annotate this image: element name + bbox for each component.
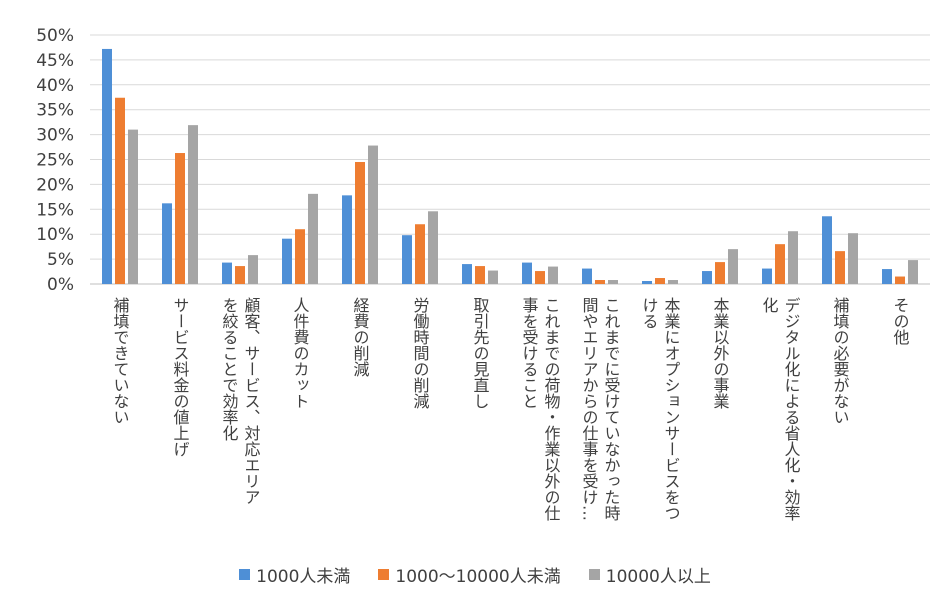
x-category-label: 本業以外の事業: [711, 297, 730, 409]
bar: [882, 269, 892, 284]
x-category-label: 補填できていない: [111, 297, 130, 425]
bar: [835, 251, 845, 284]
legend: 1000人未満 1000～10000人未満 10000人以上: [0, 562, 950, 587]
bar: [522, 262, 532, 284]
x-category-label: 人件費のカット: [291, 297, 310, 409]
y-tick-label: 15%: [36, 200, 74, 220]
x-category-label: ける: [640, 297, 659, 329]
bar: [728, 249, 738, 284]
bar: [548, 266, 558, 284]
bar: [115, 97, 125, 284]
bar: [162, 203, 172, 284]
bar: [582, 268, 592, 284]
bar: [415, 224, 425, 284]
legend-item-series-2: 1000～10000人未満: [378, 562, 561, 587]
legend-label-series-3: 10000人以上: [605, 567, 711, 587]
x-category-label: 事を受けること: [520, 297, 539, 409]
bar: [475, 266, 485, 284]
bar: [595, 280, 605, 284]
y-tick-label: 10%: [36, 225, 74, 245]
bar: [788, 231, 798, 284]
bar: [608, 280, 618, 284]
x-category-label: 補填の必要がない: [831, 297, 850, 425]
bar: [248, 255, 258, 284]
bar: [775, 244, 785, 284]
y-tick-label: 30%: [36, 126, 74, 146]
x-category-label: サービス料金の値上げ: [171, 297, 190, 457]
legend-item-series-3: 10000人以上: [588, 562, 711, 587]
bar: [368, 145, 378, 284]
bar: [668, 280, 678, 284]
bar: [848, 233, 858, 284]
y-tick-label: 45%: [36, 51, 74, 71]
y-tick-label: 20%: [36, 175, 74, 195]
legend-swatch-series-2: [378, 569, 390, 580]
bar: [908, 260, 918, 284]
y-tick-label: 50%: [36, 26, 74, 46]
legend-swatch-series-1: [239, 569, 251, 580]
bar: [535, 271, 545, 284]
bar: [308, 193, 318, 284]
bar-chart: 0% 5% 10% 15% 20% 25% 30% 35% 40% 45% 50% 補填できていない サ…: [36, 26, 930, 521]
bar: [822, 216, 832, 284]
legend-item-series-1: 1000人未満: [239, 562, 350, 587]
bar: [355, 161, 365, 284]
bar: [462, 264, 472, 284]
bar: [175, 153, 185, 284]
x-category-label: その他: [891, 297, 910, 346]
x-category-label: 取引先の見直し: [471, 297, 490, 409]
y-tick-label: 5%: [47, 250, 74, 270]
y-tick-label: 35%: [36, 101, 74, 121]
bar: [655, 278, 665, 284]
x-category-label: 間やエリアからの仕事を受け…: [580, 297, 599, 521]
bar: [488, 270, 498, 284]
x-category-label: デジタル化による省人化・効率: [782, 297, 801, 521]
bar: [428, 211, 438, 284]
legend-label-series-2: 1000～10000人未満: [395, 567, 561, 587]
x-category-label: 経費の削減: [351, 297, 370, 378]
bar: [402, 235, 412, 284]
y-tick-label: 25%: [36, 151, 74, 171]
bar: [102, 48, 112, 284]
x-category-label: 顧客、サービス、対応エリア: [242, 297, 261, 505]
bar: [642, 281, 652, 284]
bar: [895, 276, 905, 284]
x-category-label: を絞ることで効率化: [220, 297, 239, 441]
bar: [128, 129, 138, 284]
bar: [282, 238, 292, 284]
legend-label-series-1: 1000人未満: [256, 567, 351, 587]
legend-swatch-series-3: [588, 569, 600, 580]
x-category-label: これまでに受けていなかった時: [602, 297, 621, 521]
x-category-label: 化: [760, 297, 779, 313]
bar: [222, 262, 232, 284]
y-tick-label: 40%: [36, 76, 74, 96]
bar: [295, 229, 305, 284]
x-category-label: これまでの荷物・作業以外の仕: [542, 297, 561, 521]
x-category-label: 労働時間の削減: [411, 297, 430, 410]
bar: [235, 266, 245, 284]
x-category-label: 本業にオプションサービスをつ: [662, 297, 681, 521]
y-tick-label: 0%: [47, 275, 74, 295]
bar: [702, 271, 712, 284]
bar: [762, 268, 772, 284]
bar: [342, 195, 352, 284]
bar: [188, 125, 198, 284]
bar: [715, 262, 725, 284]
